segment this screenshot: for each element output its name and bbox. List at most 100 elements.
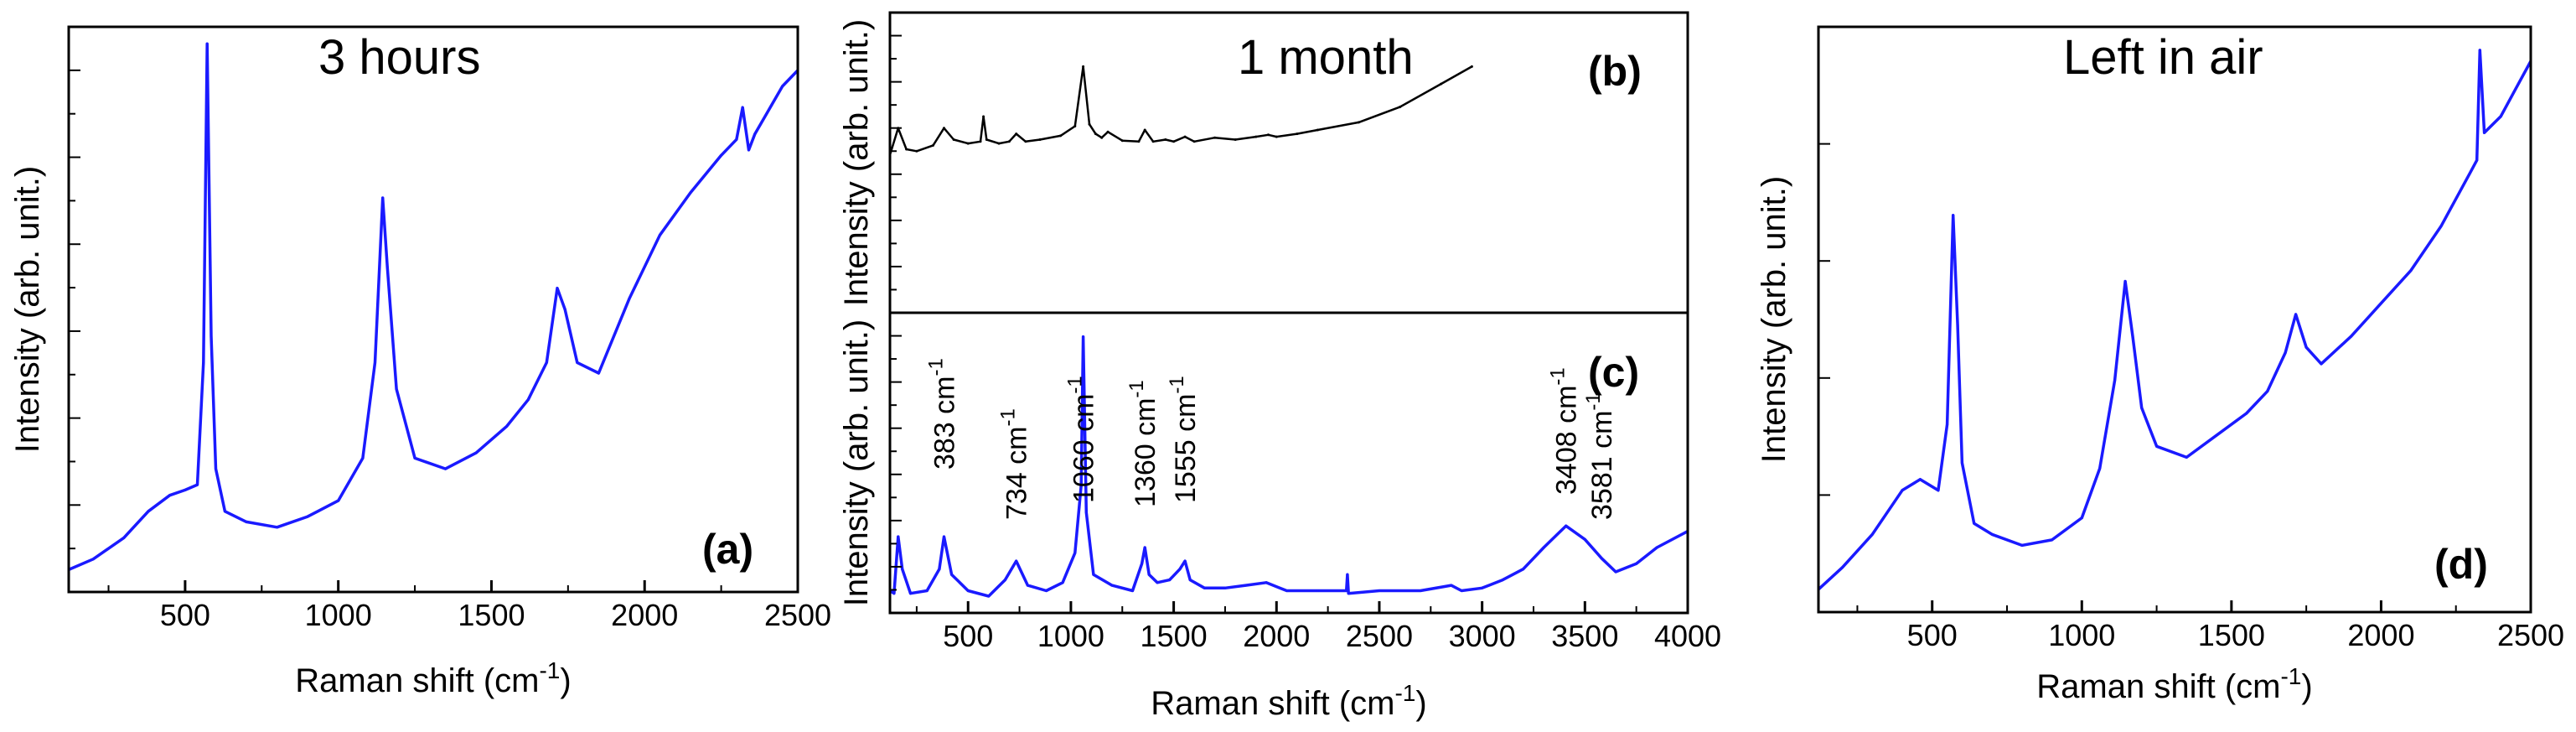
panel-a-series-group <box>67 42 799 572</box>
data-point <box>1188 579 1192 582</box>
panel-c-letter: (c) <box>1588 349 1639 396</box>
data-point <box>1073 551 1077 554</box>
x-tick-label: 500 <box>943 619 993 653</box>
data-point <box>943 127 945 130</box>
data-point <box>1267 133 1270 137</box>
data-point <box>196 483 199 486</box>
data-point <box>1183 135 1187 138</box>
data-point <box>1172 140 1176 143</box>
data-point <box>1952 214 1955 217</box>
data-point <box>1110 584 1114 587</box>
data-point <box>950 573 954 576</box>
data-point <box>2266 390 2269 393</box>
panel-d-letter: (d) <box>2434 541 2488 588</box>
data-point <box>223 510 226 513</box>
data-point <box>2304 345 2308 349</box>
peak-label: 3408 cm-1 <box>1547 367 1583 495</box>
data-point <box>1990 532 1994 536</box>
data-point <box>1061 581 1064 584</box>
data-point <box>1024 140 1027 143</box>
data-point <box>979 140 982 143</box>
data-point <box>982 115 985 118</box>
panel-d-y-ticks <box>1818 143 1830 496</box>
panel-d-series-group <box>1817 49 2532 591</box>
data-point <box>909 592 912 595</box>
data-point <box>1357 121 1360 124</box>
data-point <box>1316 128 1319 132</box>
data-point <box>1522 568 1525 571</box>
data-point <box>897 535 900 538</box>
data-point <box>1275 135 1278 138</box>
data-point <box>1481 586 1484 589</box>
x-tick-label: 2500 <box>1346 619 1413 653</box>
panel-b-y-axis-title: Intensity (arb. unit.) <box>838 19 875 306</box>
panel-a-letter: (a) <box>702 526 753 573</box>
data-point <box>2483 131 2486 134</box>
data-point <box>1583 537 1586 541</box>
x-tick-label: 2000 <box>2347 618 2414 652</box>
panel-c-chart: 500 1000 1500 2000 2500 3000 3500 4000 383 cm-1… <box>838 311 1721 722</box>
x-tick-label: 500 <box>160 598 210 632</box>
data-point <box>1178 568 1182 571</box>
x-tick-label: 1500 <box>458 598 525 632</box>
data-point <box>1345 589 1348 592</box>
data-point <box>1094 132 1097 136</box>
data-point <box>1003 579 1006 582</box>
data-point <box>1100 136 1104 139</box>
data-point <box>337 499 340 502</box>
data-point <box>753 132 757 136</box>
panel-a-frame <box>67 25 799 594</box>
data-point <box>545 361 548 364</box>
data-point <box>1450 584 1453 587</box>
data-point <box>556 287 559 290</box>
data-point <box>1168 579 1172 582</box>
data-point <box>2155 444 2159 448</box>
data-point <box>1470 65 1473 68</box>
data-point <box>741 106 744 109</box>
data-point <box>168 494 172 497</box>
data-point <box>1918 478 1922 481</box>
x-tick-label: 1000 <box>305 598 372 632</box>
data-point <box>361 456 365 459</box>
data-point <box>474 451 478 454</box>
x-tick-label: 2000 <box>611 598 678 632</box>
data-point <box>1542 546 1545 549</box>
data-point <box>2499 115 2502 118</box>
data-point <box>91 558 95 561</box>
data-point <box>1015 559 1018 563</box>
data-point <box>374 361 376 364</box>
data-point <box>306 515 309 518</box>
panel-b-y-ticks <box>890 34 902 291</box>
data-point <box>2478 49 2481 52</box>
data-point <box>1841 566 1844 569</box>
data-point <box>1501 579 1504 582</box>
data-point <box>689 191 692 195</box>
panel-b-chart: 1 month (b) Intensity (arb. unit.) <box>838 11 1689 314</box>
data-point <box>1088 122 1091 126</box>
data-point <box>966 589 970 592</box>
panel-a-chart: 500 1000 1500 2000 2500 3 hours (a) Raman sh… <box>9 25 831 699</box>
data-point <box>1147 573 1151 576</box>
series-line <box>68 42 799 572</box>
data-point <box>205 42 209 45</box>
data-point <box>915 149 918 153</box>
data-point <box>1082 335 1085 339</box>
data-point <box>526 398 530 402</box>
data-point <box>2051 538 2054 542</box>
peak-label: 1555 cm-1 <box>1166 376 1202 503</box>
panel-c-y-ticks <box>890 335 902 591</box>
data-point <box>1203 586 1206 589</box>
data-point <box>1265 581 1268 584</box>
data-point <box>765 112 768 115</box>
data-point <box>1346 573 1349 576</box>
data-point <box>1870 532 1874 536</box>
data-point <box>1347 592 1350 595</box>
series-line <box>1817 49 2532 591</box>
panel-b-series-group <box>888 65 1473 157</box>
data-point <box>2080 517 2083 520</box>
data-point <box>735 138 738 141</box>
data-point <box>943 535 945 538</box>
data-point <box>245 520 248 523</box>
data-point <box>1316 589 1319 592</box>
